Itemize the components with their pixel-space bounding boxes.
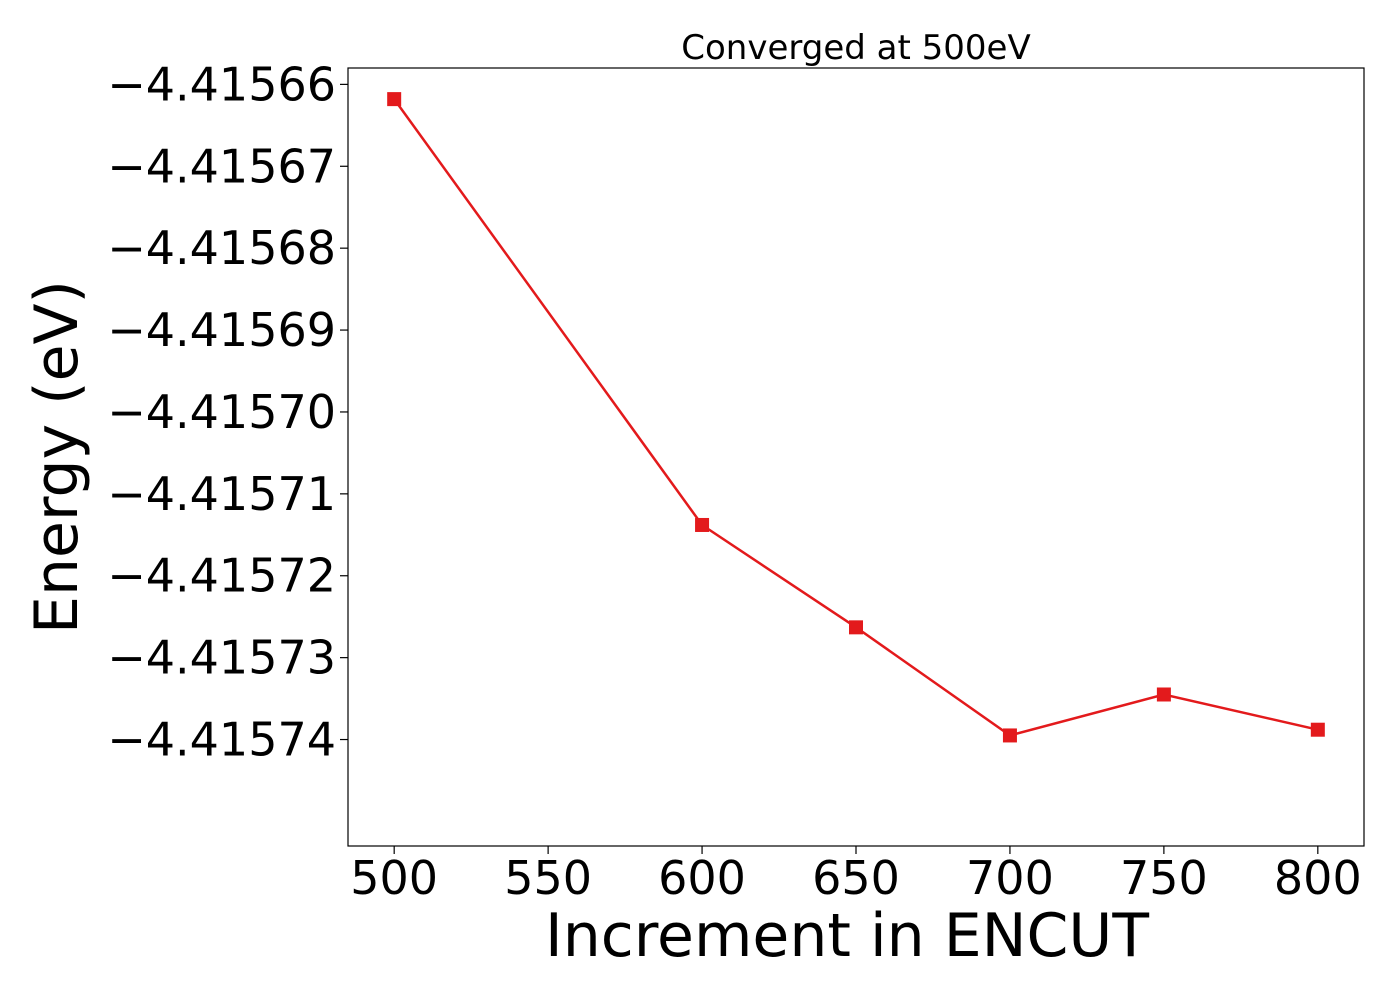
series-layer: [387, 92, 1325, 743]
x-tick-label: 750: [1120, 851, 1208, 905]
series-line: [393, 98, 1319, 737]
y-tick-label: −4.41569: [107, 303, 336, 357]
x-tick-label: 800: [1274, 851, 1362, 905]
y-tick-label: −4.41570: [107, 385, 336, 439]
y-tick-label: −4.41572: [107, 549, 336, 603]
x-tick-label: 700: [966, 851, 1054, 905]
y-tick-label: −4.41568: [107, 221, 336, 275]
data-point: [1002, 728, 1017, 743]
y-tick-label: −4.41567: [107, 139, 336, 193]
y-tick-label: −4.41566: [107, 57, 336, 111]
x-tick-label: 550: [504, 851, 592, 905]
x-axis: 500 550 600 650 700 750 800: [350, 846, 1362, 905]
x-tick-label: 500: [350, 851, 438, 905]
data-point: [1156, 687, 1171, 702]
y-tick-label: −4.41573: [107, 631, 336, 685]
y-tick-label: −4.41571: [107, 467, 336, 521]
y-tick-label: −4.41574: [107, 713, 336, 767]
y-axis: −4.41566 −4.41567 −4.41568 −4.41569 −4.41570…: [107, 57, 348, 767]
x-tick-label: 600: [658, 851, 746, 905]
data-point: [849, 620, 863, 635]
data-point: [1310, 722, 1325, 737]
data-point: [695, 517, 710, 532]
x-axis-label: Increment in ENCUT: [545, 901, 1149, 971]
y-axis-label: Energy (eV): [22, 280, 92, 634]
x-tick-label: 650: [812, 851, 900, 905]
data-point: [387, 92, 402, 107]
chart-title: Converged at 500eV: [681, 28, 1030, 68]
